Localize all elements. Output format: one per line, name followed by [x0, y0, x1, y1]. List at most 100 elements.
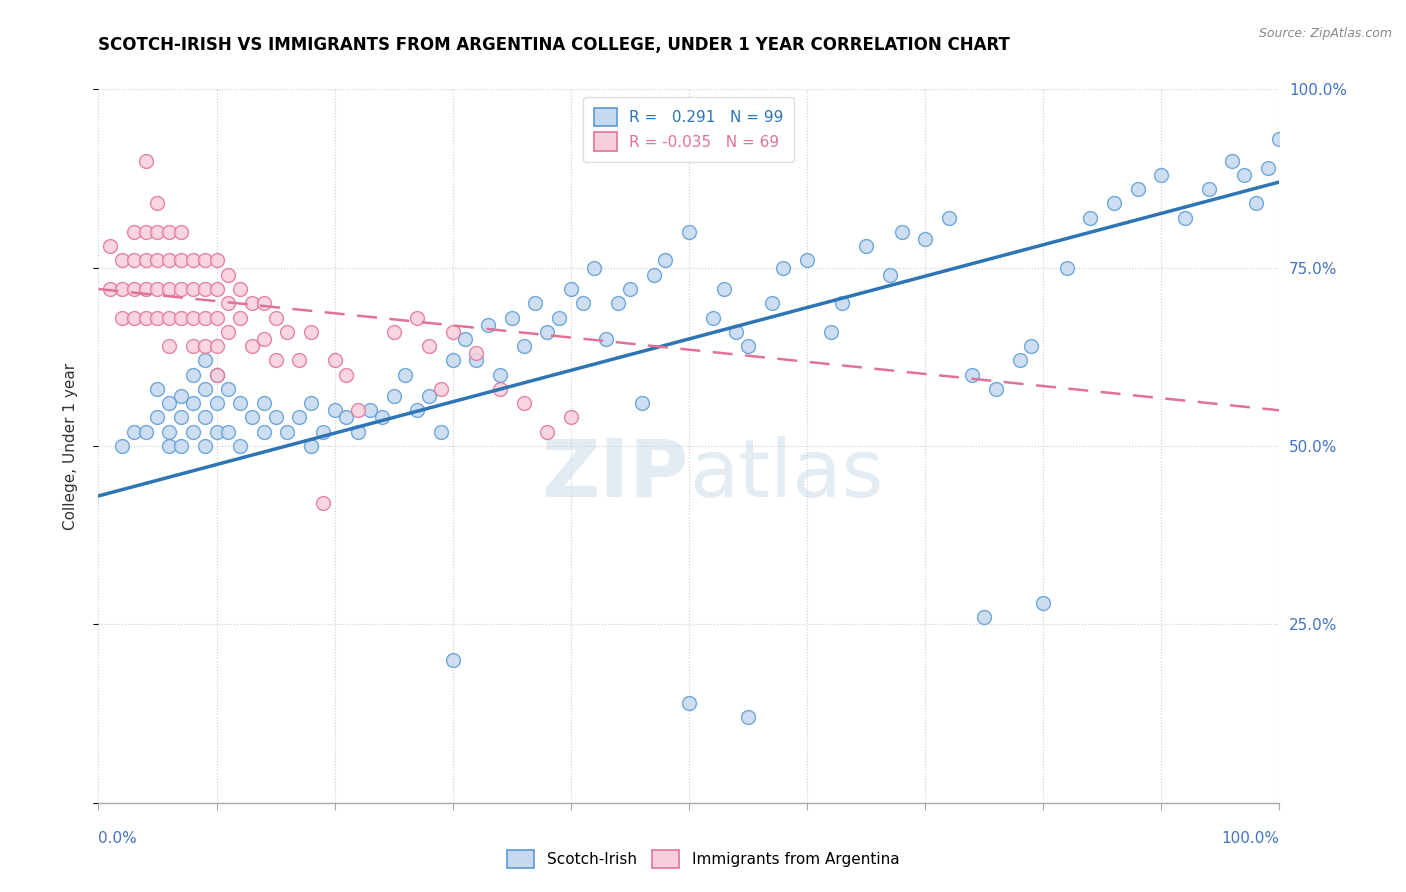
Point [1080, 211, 1102, 225]
Point [737, 339, 759, 353]
Point [1233, 168, 1256, 182]
Point [135, 282, 157, 296]
Point [465, 353, 488, 368]
Point [170, 310, 193, 325]
Point [465, 346, 488, 360]
Legend: R =   0.291   N = 99, R = -0.035   N = 69: R = 0.291 N = 99, R = -0.035 N = 69 [583, 97, 794, 161]
Point [157, 225, 180, 239]
Point [157, 282, 180, 296]
Point [962, 368, 984, 382]
Text: Source: ZipAtlas.com: Source: ZipAtlas.com [1258, 27, 1392, 40]
Point [831, 296, 853, 310]
Point [146, 196, 169, 211]
Point [441, 653, 464, 667]
Point [371, 410, 394, 425]
Point [984, 382, 1007, 396]
Point [157, 310, 180, 325]
Point [181, 339, 204, 353]
Point [240, 296, 263, 310]
Point [643, 268, 665, 282]
Legend: Scotch-Irish, Immigrants from Argentina: Scotch-Irish, Immigrants from Argentina [499, 843, 907, 875]
Point [170, 282, 193, 296]
Point [181, 253, 204, 268]
Point [512, 396, 534, 410]
Point [205, 310, 228, 325]
Point [453, 332, 475, 346]
Point [194, 439, 217, 453]
Point [194, 310, 217, 325]
Point [1257, 161, 1279, 175]
Point [205, 396, 228, 410]
Point [560, 410, 582, 425]
Point [135, 253, 157, 268]
Point [253, 396, 276, 410]
Point [253, 296, 276, 310]
Point [146, 253, 169, 268]
Point [122, 253, 145, 268]
Point [146, 382, 169, 396]
Point [1056, 260, 1078, 275]
Point [938, 211, 960, 225]
Point [135, 310, 157, 325]
Point [146, 310, 169, 325]
Point [98, 282, 121, 296]
Point [820, 325, 842, 339]
Point [441, 325, 464, 339]
Point [619, 282, 641, 296]
Point [135, 425, 157, 439]
Point [229, 396, 252, 410]
Point [135, 153, 157, 168]
Point [157, 339, 180, 353]
Point [737, 710, 759, 724]
Point [288, 353, 311, 368]
Point [571, 296, 593, 310]
Point [181, 310, 204, 325]
Point [194, 253, 217, 268]
Point [335, 368, 357, 382]
Point [524, 296, 547, 310]
Point [1220, 153, 1243, 168]
Point [477, 318, 499, 332]
Point [406, 310, 429, 325]
Point [560, 282, 582, 296]
Point [725, 325, 748, 339]
Point [111, 439, 134, 453]
Point [229, 282, 252, 296]
Point [1244, 196, 1267, 211]
Point [430, 425, 453, 439]
Point [347, 425, 370, 439]
Point [418, 339, 440, 353]
Point [890, 225, 912, 239]
Point [288, 410, 311, 425]
Point [111, 282, 134, 296]
Point [181, 282, 204, 296]
Point [217, 425, 239, 439]
Text: 100.0%: 100.0% [1222, 831, 1279, 847]
Point [217, 268, 239, 282]
Point [181, 425, 204, 439]
Point [382, 325, 405, 339]
Point [122, 282, 145, 296]
Point [312, 496, 335, 510]
Point [359, 403, 381, 417]
Point [536, 425, 558, 439]
Point [205, 425, 228, 439]
Point [229, 310, 252, 325]
Point [323, 353, 346, 368]
Point [299, 439, 322, 453]
Point [654, 253, 676, 268]
Point [205, 282, 228, 296]
Point [713, 282, 735, 296]
Text: SCOTCH-IRISH VS IMMIGRANTS FROM ARGENTINA COLLEGE, UNDER 1 YEAR CORRELATION CHAR: SCOTCH-IRISH VS IMMIGRANTS FROM ARGENTIN… [98, 36, 1011, 54]
Point [122, 425, 145, 439]
Point [595, 332, 617, 346]
Point [323, 403, 346, 417]
Point [772, 260, 794, 275]
Point [973, 610, 995, 624]
Point [181, 396, 204, 410]
Point [914, 232, 936, 246]
Point [1102, 196, 1125, 211]
Point [111, 253, 134, 268]
Point [512, 339, 534, 353]
Point [607, 296, 630, 310]
